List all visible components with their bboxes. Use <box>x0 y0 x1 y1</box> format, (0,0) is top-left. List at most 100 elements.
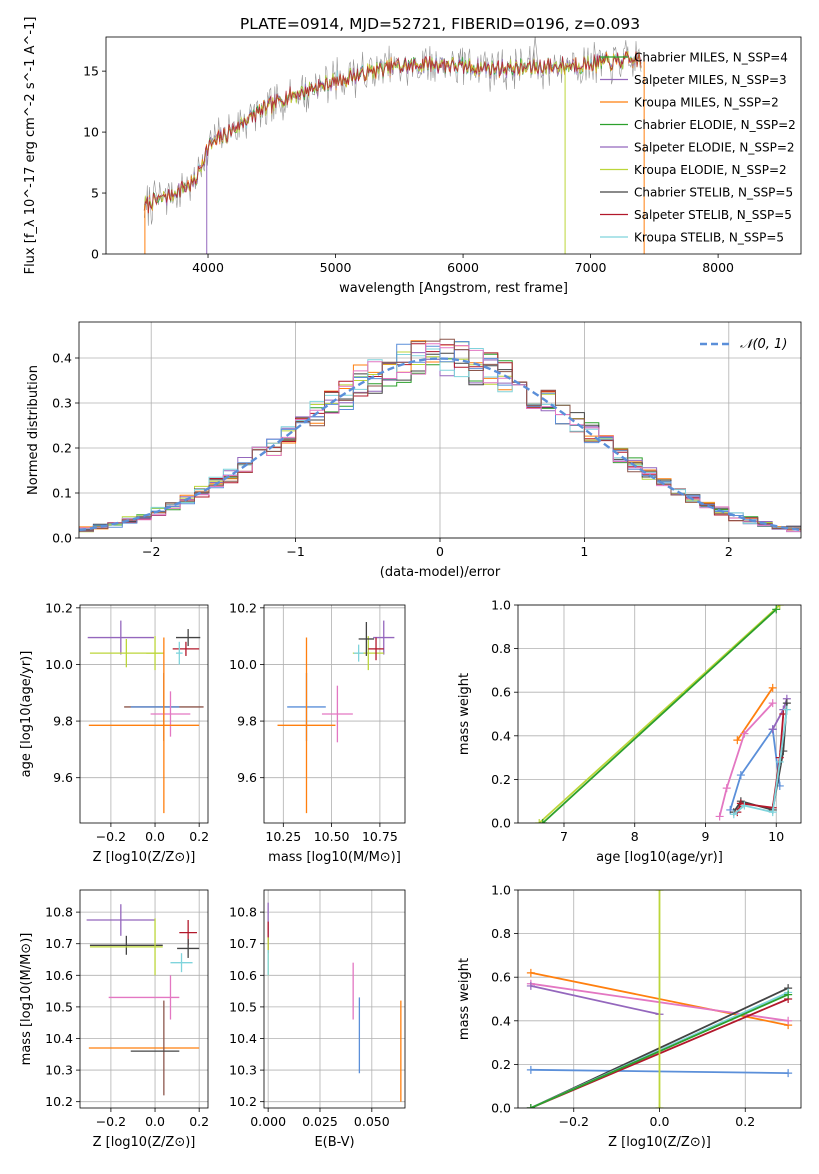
y-tick-label: 10.2 <box>45 600 73 615</box>
y-axis-label: mass weight <box>457 958 472 1040</box>
errorbar-point <box>146 636 164 671</box>
spectrum-model-line <box>143 51 642 214</box>
figure-title: PLATE=0914, MJD=52721, FIBERID=0196, z=0… <box>240 15 640 33</box>
spectrum-emission-spike <box>531 37 539 69</box>
x-tick-label: 0 <box>436 544 444 559</box>
weight-marker <box>784 1016 793 1025</box>
y-tick-label: 0 <box>91 247 99 262</box>
y-tick-label: 10.6 <box>229 968 257 983</box>
errorbar-point <box>353 644 364 662</box>
histograms <box>79 338 801 533</box>
y-tick-label: 10.7 <box>229 936 257 951</box>
y-axis-label: age [log10(age/yr)] <box>19 651 34 778</box>
y-tick-label: 9.6 <box>237 770 257 785</box>
age-vs-Z-panel: −0.2 0.0 0.2 9.6 9.8 10.0 10.2 Z [log10(Z/Z⊙)] a… <box>19 600 209 865</box>
x-tick-label: −0.2 <box>96 1114 126 1129</box>
y-tick-label: 0.8 <box>491 641 511 656</box>
legend-label: Kroupa STELIB, N_SSP=5 <box>634 231 784 245</box>
y-tick-label: 0.1 <box>52 486 72 501</box>
weight-series <box>535 605 784 823</box>
x-tick-label: 8000 <box>702 260 734 275</box>
y-tick-label: 10.3 <box>45 1063 73 1078</box>
y-tick-label: 10.8 <box>45 905 73 920</box>
weight-marker <box>655 1104 664 1108</box>
weight-marker <box>772 605 781 614</box>
errorbar-point <box>89 935 163 955</box>
y-tick-label: 10.5 <box>45 999 73 1014</box>
spectrum-panel: 4000 5000 6000 7000 8000 0 5 10 15 wavelength [An… <box>23 17 802 296</box>
weight-vs-age-panel: 7 8 9 10 0.0 0.2 0.4 0.6 0.8 1.0 age [log10(age/yr… <box>457 598 802 865</box>
plot-frame <box>263 604 406 824</box>
x-axis-label: Z [log10(Z/Z⊙)] <box>93 850 196 865</box>
x-tick-label: −0.2 <box>559 1114 589 1129</box>
errorbar-point <box>277 637 336 814</box>
mass-vs-ebv-panel: 0.000 0.025 0.050 10.2 10.3 10.4 10.5 10.6 10.7 1… <box>229 889 406 1150</box>
age-vs-mass-panel: 10.25 10.50 10.75 9.6 9.8 10.0 10.2 mass [log10… <box>229 600 406 865</box>
weight-line <box>530 985 660 1016</box>
plot-frame <box>263 889 406 1109</box>
legend: 𝒩(0, 1) <box>700 337 787 352</box>
y-tick-label: 0.0 <box>491 816 511 831</box>
weight-marker <box>733 736 742 745</box>
plot-frame <box>105 36 802 255</box>
errorbars <box>86 904 200 1096</box>
weight-marker <box>784 990 793 999</box>
x-tick-label: 0.000 <box>250 1114 286 1129</box>
weight-marker <box>740 801 749 810</box>
y-tick-label: 9.6 <box>53 770 73 785</box>
x-tick-label: 2 <box>725 544 733 559</box>
plot-frame <box>517 604 802 824</box>
errorbar-point <box>177 938 200 958</box>
y-tick-label: 0.0 <box>52 531 72 546</box>
y-tick-label: 0.6 <box>491 685 511 700</box>
legend-label: Chabrier MILES, N_SSP=4 <box>634 51 788 65</box>
errorbar-point <box>368 637 384 661</box>
y-axis-label: mass weight <box>457 673 472 755</box>
errorbar-point <box>172 641 200 656</box>
weight-marker <box>784 1069 793 1078</box>
x-tick-label: 7000 <box>575 260 607 275</box>
x-tick-label: −1 <box>286 544 304 559</box>
x-tick-label: 0.0 <box>145 1114 165 1129</box>
legend-label: Chabrier STELIB, N_SSP=5 <box>634 186 793 200</box>
weight-line <box>736 687 774 741</box>
y-tick-label: 10.7 <box>45 936 73 951</box>
weight-marker <box>768 683 777 692</box>
y-axis-label: mass [log10(M/M⊙)] <box>19 933 34 1066</box>
errorbar-point <box>150 691 191 737</box>
x-tick-label: 10.75 <box>362 829 398 844</box>
y-tick-label: 9.8 <box>53 714 73 729</box>
residuals-panel: −2 −1 0 1 2 0.0 0.1 0.2 0.3 0.4 (data-model)/error… <box>26 321 802 580</box>
y-tick-label: 10.6 <box>45 968 73 983</box>
weight-marker <box>768 725 777 734</box>
y-tick-label: 0.4 <box>491 728 511 743</box>
weight-series <box>538 605 781 823</box>
y-axis-label: Flux [f_λ 10^-17 erg cm^-2 s^-1 A^-1] <box>23 17 38 275</box>
errorbar-point <box>170 953 193 973</box>
weight-marker <box>726 805 735 814</box>
normal-reference-curve <box>79 357 801 532</box>
errorbar-point <box>87 620 154 655</box>
y-tick-label: 0.6 <box>491 970 511 985</box>
y-tick-label: 0.3 <box>52 396 72 411</box>
x-tick-label: 0.050 <box>354 1114 390 1129</box>
weight-lines <box>535 605 791 823</box>
y-tick-label: 0.2 <box>52 441 72 456</box>
weight-marker <box>655 890 664 894</box>
weight-series <box>715 699 777 821</box>
weight-marker <box>736 771 745 780</box>
x-axis-label: wavelength [Angstrom, rest frame] <box>339 281 568 296</box>
y-tick-label: 0.8 <box>491 926 511 941</box>
weight-vs-Z-panel: −0.2 0.0 0.2 0.0 0.2 0.4 0.6 0.8 1.0 Z [log10(Z/Z… <box>457 883 802 1150</box>
y-tick-label: 10.3 <box>229 1063 257 1078</box>
errorbar-point <box>176 629 201 647</box>
x-axis-label: Z [log10(Z/Z⊙)] <box>93 1135 196 1150</box>
x-tick-label: 10.25 <box>265 829 301 844</box>
x-tick-label: 10.50 <box>314 829 350 844</box>
y-tick-label: 0.0 <box>491 1101 511 1116</box>
x-tick-label: −2 <box>142 544 160 559</box>
errorbars <box>87 620 204 814</box>
weight-marker <box>526 1065 535 1074</box>
plot-frame <box>79 889 209 1109</box>
x-tick-label: 9 <box>702 829 710 844</box>
